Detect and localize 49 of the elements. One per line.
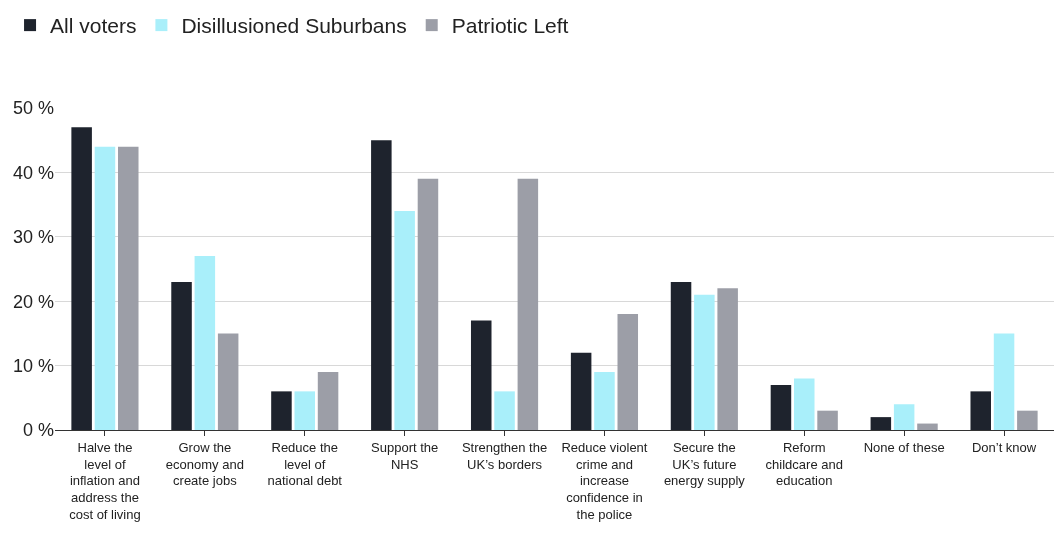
bar — [617, 314, 639, 430]
y-tick-label: 10 % — [12, 355, 54, 376]
bar — [71, 127, 92, 430]
bar — [171, 281, 192, 430]
x-tick-label: Halve the level of inflation and address the cost of living — [69, 439, 141, 523]
bar — [570, 352, 592, 430]
bar — [94, 146, 116, 430]
x-tick-label: Reduce violent crime and increase confidence in the police — [561, 439, 648, 523]
x-tick-label: None of these — [863, 439, 945, 455]
y-tick-label: 40 % — [12, 162, 54, 183]
bar — [993, 333, 1015, 430]
x-tick-label: Reduce the level of national debt — [267, 439, 343, 489]
y-tick-label: 20 % — [12, 291, 54, 312]
bar — [1017, 410, 1038, 430]
bar — [670, 281, 692, 430]
bar — [317, 372, 339, 430]
bar — [417, 178, 439, 430]
x-tick-label: Grow the economy and create jobs — [165, 439, 244, 489]
bar — [294, 391, 316, 430]
bar — [793, 378, 815, 430]
bar — [594, 372, 615, 430]
bar — [517, 178, 539, 430]
x-tick-label: Strengthen the UK’s borders — [461, 439, 548, 472]
bar — [494, 391, 515, 430]
bar — [893, 404, 915, 430]
bar — [817, 410, 838, 430]
y-tick-label: 0 % — [22, 420, 54, 441]
bar — [917, 423, 938, 430]
legend-label: Disillusioned Suburbans — [181, 14, 407, 38]
bar — [970, 391, 991, 430]
bar — [271, 391, 292, 430]
bar — [770, 384, 792, 430]
y-tick-label: 30 % — [12, 227, 54, 248]
bar — [394, 211, 415, 430]
x-tick-label: Support the NHS — [371, 439, 439, 472]
bar — [717, 288, 738, 430]
x-tick-label: Don’t know — [971, 439, 1037, 455]
bar — [194, 256, 216, 430]
bar — [694, 294, 715, 430]
bar — [118, 146, 139, 430]
legend-label: Patriotic Left — [451, 14, 569, 38]
x-tick-label: Reform childcare and education — [765, 439, 843, 489]
y-tick-label: 50 % — [12, 98, 54, 119]
bar — [371, 140, 392, 430]
bar — [470, 320, 492, 430]
bar — [217, 333, 239, 430]
bar — [870, 417, 892, 430]
legend-label: All voters — [50, 14, 137, 38]
x-tick-label: Secure the UK’s future energy supply — [663, 439, 746, 489]
